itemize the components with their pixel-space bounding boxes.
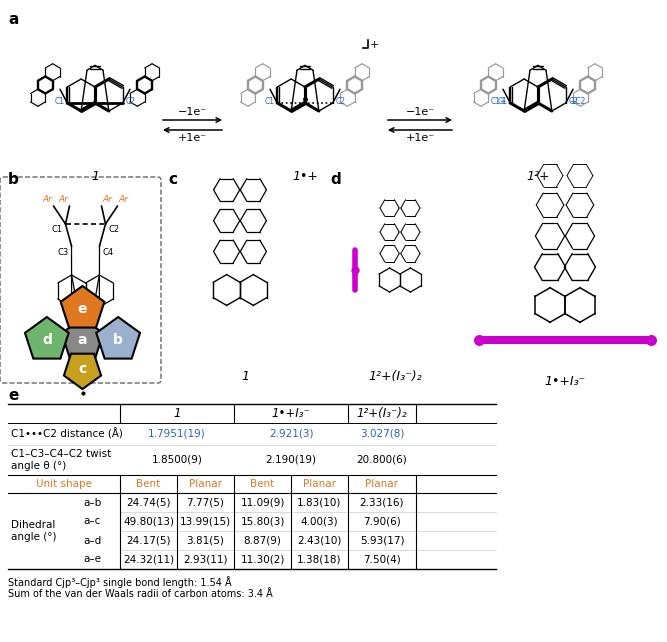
Text: 49.80(13): 49.80(13) [123, 517, 174, 526]
Text: a–e: a–e [83, 555, 101, 564]
Text: Sum of the van der Waals radii of carbon atoms: 3.4 Å: Sum of the van der Waals radii of carbon… [8, 589, 273, 599]
Text: 11.09(9): 11.09(9) [240, 498, 285, 507]
Text: C1: C1 [54, 98, 64, 107]
Text: d: d [42, 333, 52, 347]
Text: +1e⁻: +1e⁻ [178, 133, 207, 143]
Text: C2: C2 [569, 98, 579, 107]
Text: C1: C1 [498, 98, 508, 107]
Text: −1e⁻: −1e⁻ [178, 107, 207, 117]
Text: C4: C4 [103, 248, 113, 257]
Text: Ar: Ar [103, 196, 113, 205]
Text: 2.43(10): 2.43(10) [297, 535, 342, 546]
Text: C2: C2 [109, 225, 119, 234]
Text: +C2: +C2 [569, 98, 585, 107]
Text: 1: 1 [91, 170, 99, 183]
Text: C1•••C2 distance (Å): C1•••C2 distance (Å) [11, 428, 123, 440]
Text: d: d [330, 172, 341, 187]
Text: Ar: Ar [119, 196, 129, 205]
Text: 7.77(5): 7.77(5) [187, 498, 224, 507]
Text: Dihedral
angle (°): Dihedral angle (°) [11, 520, 57, 542]
Text: 24.32(11): 24.32(11) [123, 555, 174, 564]
Text: C3: C3 [57, 248, 69, 257]
Polygon shape [96, 317, 140, 359]
Text: C2: C2 [125, 98, 135, 107]
Text: 3.81(5): 3.81(5) [187, 535, 224, 546]
Text: 5.93(17): 5.93(17) [360, 535, 404, 546]
Text: c: c [168, 172, 177, 187]
FancyBboxPatch shape [0, 177, 161, 383]
Text: C1+: C1+ [491, 98, 508, 107]
Text: 11.30(2): 11.30(2) [240, 555, 285, 564]
Text: e: e [78, 302, 87, 316]
Text: 1.8500(9): 1.8500(9) [151, 455, 203, 465]
Text: Unit shape: Unit shape [36, 479, 92, 489]
Text: 2.93(11): 2.93(11) [183, 555, 227, 564]
Text: 7.50(4): 7.50(4) [363, 555, 401, 564]
Text: 4.00(3): 4.00(3) [301, 517, 338, 526]
Text: C1–C3–C4–C2 twist
angle θ (°): C1–C3–C4–C2 twist angle θ (°) [11, 449, 111, 471]
Text: 1•+I₃⁻: 1•+I₃⁻ [271, 407, 310, 420]
Text: 24.74(5): 24.74(5) [126, 498, 171, 507]
Text: C1: C1 [264, 98, 274, 107]
Text: b: b [8, 172, 19, 187]
Text: 1²+: 1²+ [526, 170, 550, 183]
Text: 24.17(5): 24.17(5) [126, 535, 171, 546]
Text: e: e [8, 388, 19, 403]
Text: C1: C1 [51, 225, 63, 234]
Text: a–d: a–d [83, 535, 101, 546]
Text: 1: 1 [241, 370, 249, 383]
Text: a–c: a–c [83, 517, 101, 526]
Text: 20.800(6): 20.800(6) [357, 455, 408, 465]
Text: 13.99(15): 13.99(15) [180, 517, 231, 526]
Polygon shape [62, 318, 103, 358]
Text: 1.83(10): 1.83(10) [297, 498, 342, 507]
Text: 15.80(3): 15.80(3) [240, 517, 285, 526]
Text: 2.33(16): 2.33(16) [360, 498, 404, 507]
Text: Ar: Ar [59, 196, 69, 205]
Text: C2: C2 [336, 98, 346, 107]
Text: 1: 1 [173, 407, 181, 420]
Text: 7.90(6): 7.90(6) [363, 517, 401, 526]
Text: Bent: Bent [250, 479, 275, 489]
Text: Standard Cϳp³–Cϳp³ single bond length: 1.54 Å: Standard Cϳp³–Cϳp³ single bond length: 1… [8, 576, 231, 588]
Polygon shape [64, 354, 101, 389]
Text: c: c [79, 363, 87, 376]
Text: 1.38(18): 1.38(18) [297, 555, 342, 564]
Text: Ar: Ar [43, 196, 53, 205]
Text: a–b: a–b [83, 498, 101, 507]
Text: 8.87(9): 8.87(9) [243, 535, 281, 546]
Text: 2.190(19): 2.190(19) [265, 455, 317, 465]
Text: +: + [370, 40, 380, 50]
Text: −1e⁻: −1e⁻ [406, 107, 435, 117]
Text: 3.027(8): 3.027(8) [360, 429, 404, 439]
Text: a: a [78, 333, 87, 347]
Text: a: a [8, 12, 19, 27]
Text: 1²+(I₃⁻)₂: 1²+(I₃⁻)₂ [357, 407, 408, 420]
Polygon shape [25, 317, 69, 359]
Text: 1•+: 1•+ [292, 170, 318, 183]
Text: +1e⁻: +1e⁻ [406, 133, 435, 143]
Text: Planar: Planar [303, 479, 336, 489]
Text: 1²+(I₃⁻)₂: 1²+(I₃⁻)₂ [368, 370, 422, 383]
Text: 2.921(3): 2.921(3) [269, 429, 313, 439]
Text: 1.7951(19): 1.7951(19) [148, 429, 206, 439]
Text: Planar: Planar [189, 479, 222, 489]
Polygon shape [61, 286, 104, 327]
Text: b: b [113, 333, 123, 347]
Text: Planar: Planar [366, 479, 398, 489]
Text: 1•+I₃⁻: 1•+I₃⁻ [544, 375, 586, 388]
Text: Bent: Bent [136, 479, 161, 489]
